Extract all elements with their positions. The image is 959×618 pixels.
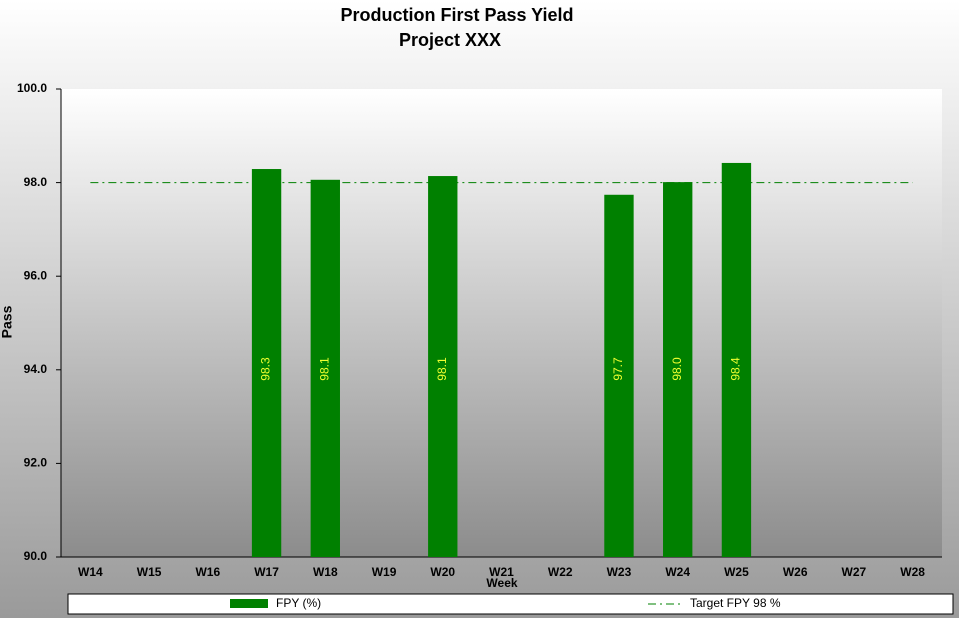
legend-swatch bbox=[230, 599, 268, 608]
x-tick-label: W15 bbox=[137, 565, 162, 579]
x-tick-label: W28 bbox=[900, 565, 925, 579]
x-axis-label: Week bbox=[486, 576, 517, 590]
value-label: 98.0 bbox=[670, 357, 684, 381]
y-tick-label: 96.0 bbox=[24, 268, 48, 282]
chart-subtitle: Project XXX bbox=[399, 30, 501, 50]
x-tick-label: W22 bbox=[548, 565, 573, 579]
value-label: 98.1 bbox=[317, 357, 331, 381]
x-tick-label: W14 bbox=[78, 565, 103, 579]
legend-label: FPY (%) bbox=[276, 596, 321, 610]
x-tick-label: W18 bbox=[313, 565, 338, 579]
x-tick-label: W17 bbox=[254, 565, 279, 579]
x-tick-label: W19 bbox=[372, 565, 397, 579]
x-tick-label: W23 bbox=[607, 565, 632, 579]
plot-area bbox=[61, 89, 942, 557]
bar bbox=[251, 169, 282, 557]
bar bbox=[310, 179, 340, 558]
legend bbox=[67, 593, 954, 615]
x-tick-label: W24 bbox=[665, 565, 690, 579]
legend-label: Target FPY 98 % bbox=[690, 596, 781, 610]
value-label: 98.3 bbox=[259, 357, 273, 381]
x-tick-label: W20 bbox=[430, 565, 455, 579]
value-label: 97.7 bbox=[611, 357, 625, 381]
value-label: 98.1 bbox=[435, 357, 449, 381]
x-tick-label: W25 bbox=[724, 565, 749, 579]
y-tick-label: 90.0 bbox=[24, 549, 48, 563]
y-tick-label: 98.0 bbox=[24, 175, 48, 189]
x-tick-label: W26 bbox=[783, 565, 808, 579]
x-tick-label: W21 bbox=[489, 565, 514, 579]
bar bbox=[604, 194, 634, 557]
x-tick-label: W16 bbox=[195, 565, 220, 579]
y-axis-label: Pass bbox=[0, 305, 15, 338]
value-label: 98.4 bbox=[729, 357, 743, 381]
y-tick-label: 94.0 bbox=[24, 362, 48, 376]
y-tick-label: 92.0 bbox=[24, 456, 48, 470]
bar bbox=[663, 182, 693, 557]
bar bbox=[721, 162, 752, 557]
bar bbox=[428, 176, 458, 557]
chart-title: Production First Pass Yield bbox=[340, 5, 573, 25]
y-tick-label: 100.0 bbox=[17, 81, 47, 95]
x-tick-label: W27 bbox=[842, 565, 867, 579]
